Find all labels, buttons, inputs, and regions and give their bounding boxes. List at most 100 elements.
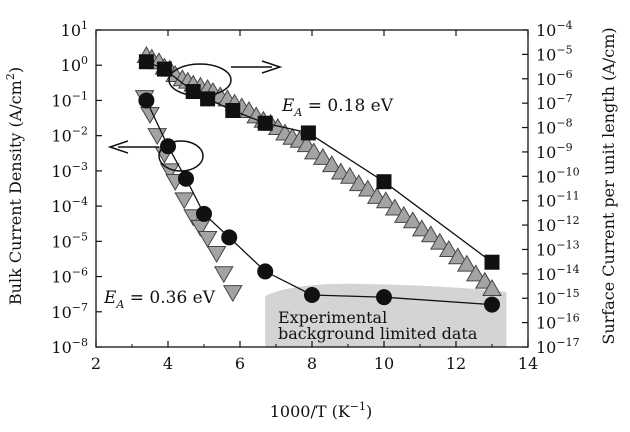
y-right-tick-label-13-exponent: −17 [556,336,579,349]
series-layer [134,46,502,313]
y-right-tick-label-9: 10−13 [536,238,580,259]
data-point-triangle-up-37 [411,219,432,237]
y-left-tick-label-3-base: 10 [51,127,71,146]
series-circle [138,92,500,313]
upper-ellipse-marker [168,63,232,97]
y-right-tick-label-0-base: 10 [536,21,556,40]
data-point-triangle-up-38 [420,225,441,243]
y-right-tick-label-7-exponent: −11 [556,190,579,203]
x-tick-label-0: 2 [91,354,101,373]
y-left-tick-label-3-exponent: −2 [72,125,88,138]
y-right-tick-label-10: 10−14 [536,263,580,284]
y-right-tick-label-11-exponent: −15 [556,287,579,300]
y-right-tick-label-9-exponent: −13 [556,238,579,251]
ea-lower-subscript: A [115,298,124,311]
data-point-square-5 [257,115,273,131]
data-point-square-1 [156,61,172,77]
y-left-tick-label-8-exponent: −7 [72,301,88,314]
y-right-tick-label-11-base: 10 [536,289,556,308]
y-right-tick-label-2-exponent: −6 [556,68,572,81]
lower-ellipse-marker [158,140,204,172]
data-point-triangle-up-33 [375,191,396,209]
y-right-tick-label-8-exponent: −12 [556,214,579,227]
y-left-tick-label-8: 10−7 [51,301,88,322]
y-left-tick-label-7: 10−6 [51,266,88,287]
background-limited-band [265,283,507,347]
data-point-square-4 [225,102,241,118]
y-right-tick-label-5: 10−9 [536,141,573,162]
y-right-tick-label-0-exponent: −4 [556,19,572,32]
y-right-tick-label-9-base: 10 [536,240,556,259]
y-left-axis-title: Bulk Current Density (A/cm2) [4,67,25,305]
y-left-tick-label-4-base: 10 [51,162,71,181]
y-left-tick-label-4-exponent: −3 [72,160,88,173]
data-point-triangle-up-34 [384,198,405,216]
y-right-tick-label-8: 10−12 [536,214,580,235]
y-right-tick-label-4-base: 10 [536,119,556,138]
data-point-triangle-up-30 [348,174,369,192]
data-point-triangle-down-4 [159,163,180,181]
y-left-tick-label-5: 10−4 [51,195,88,216]
ea-lower-value: = 0.36 eV [124,288,215,308]
y-right-tick-label-6-exponent: −10 [556,165,579,178]
y-left-tick-label-9-exponent: −8 [72,336,88,349]
data-point-triangle-down-11 [213,266,234,284]
y-left-tick-label-6-exponent: −5 [72,230,88,243]
data-point-triangle-down-10 [206,246,227,264]
y-right-tick-label-10-base: 10 [536,265,556,284]
ea-upper-subscript: A [293,106,302,119]
y-left-tick-label-0-exponent: 1 [81,19,88,32]
ea-upper-value: = 0.18 eV [302,96,393,116]
x-axis-title: 1000/T (K−1) [270,400,373,421]
data-point-triangle-up-39 [429,232,450,250]
y-left-tick-label-9-base: 10 [51,338,71,357]
y-right-axis-title: Surface Current per unit length (A/cm) [599,27,618,344]
exp-label-line1: Experimental [278,308,387,327]
data-point-triangle-up-29 [339,166,360,184]
y-left-tick-label-4: 10−3 [51,160,88,181]
y-right-tick-label-3: 10−7 [536,92,573,113]
y-right-tick-label-6: 10−10 [536,165,580,186]
y-right-tick-label-11: 10−15 [536,287,580,308]
data-point-square-7 [376,174,392,190]
data-point-triangle-up-27 [321,155,342,173]
y-right-tick-label-7: 10−11 [536,190,580,211]
y-right-tick-label-6-base: 10 [536,167,556,186]
x-tick-label-2: 6 [235,354,245,373]
y-left-tick-label-2: 10−1 [51,89,88,110]
background-band-layer [265,283,507,347]
data-point-triangle-up-42 [456,254,477,272]
data-point-triangle-up-45 [482,279,502,297]
data-point-triangle-up-41 [447,247,468,265]
y-left-tick-label-2-exponent: −1 [72,89,88,102]
x-tick-label-6: 14 [518,354,538,373]
y-left-tick-label-5-base: 10 [51,197,71,216]
y-left-title-base: Bulk Current Density (A/cm [6,80,25,305]
x-tick-label-4: 10 [374,354,394,373]
y-right-tick-label-12: 10−16 [536,312,580,333]
y-right-tick-label-8-base: 10 [536,216,556,235]
data-point-circle-2 [178,170,194,187]
y-left-tick-label-0-base: 10 [61,21,81,40]
x-axis-title-exp: −1 [350,400,366,413]
y-right-tick-label-13-base: 10 [536,338,556,357]
y-right-tick-label-0: 10−4 [536,19,573,40]
y-left-tick-label-7-exponent: −6 [72,266,88,279]
data-point-square-6 [300,125,316,141]
data-point-triangle-up-36 [402,211,423,229]
y-right-tick-label-10-exponent: −14 [556,263,579,276]
axes-layer: 2 4 6 8 10 12 1410110010−110−210−310−410−510−6… [51,19,579,373]
y-left-tick-label-0: 101 [61,19,88,40]
y-right-tick-label-13: 10−17 [536,336,580,357]
y-right-tick-label-5-exponent: −9 [556,141,572,154]
data-point-square-8 [484,254,500,270]
data-point-square-0 [138,54,154,70]
data-point-triangle-up-25 [303,142,324,160]
y-right-tick-label-1-base: 10 [536,45,556,64]
ea-upper-symbol: E [281,96,295,116]
y-right-tick-label-4: 10−8 [536,117,573,138]
y-left-tick-label-8-base: 10 [51,303,71,322]
y-left-tick-label-7-base: 10 [51,268,71,287]
data-point-triangle-up-43 [465,264,486,282]
